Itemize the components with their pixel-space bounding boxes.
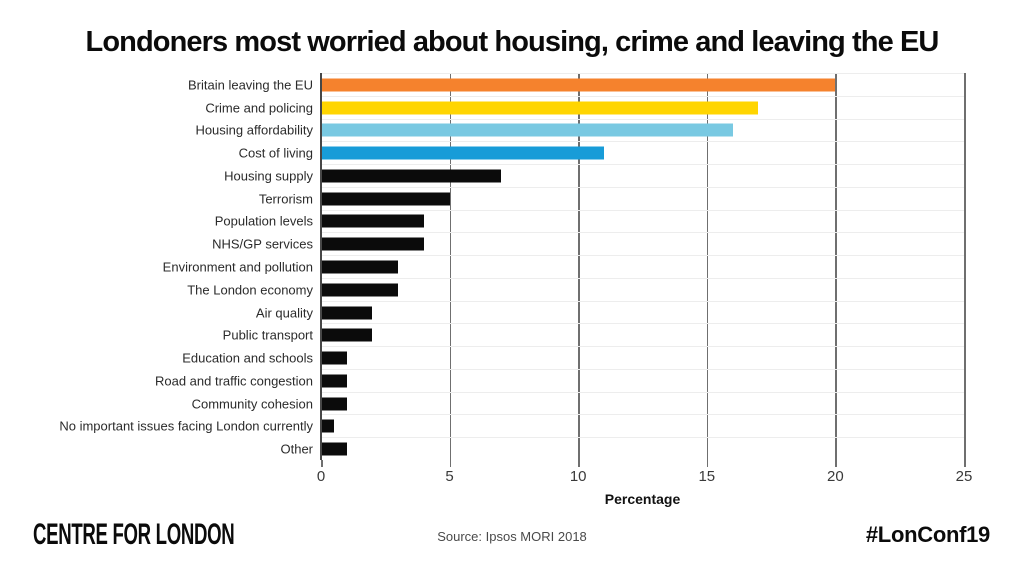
plot-area: Britain leaving the EU Crime and policing… [59, 73, 966, 460]
chart-row: Air quality [256, 300, 964, 324]
bar [321, 78, 836, 92]
hashtag: #LonConf19 [865, 522, 990, 547]
bar [321, 101, 759, 115]
category-label: NHS/GP services [212, 236, 313, 252]
category-label: Education and schools [182, 350, 313, 366]
category-label: No important issues facing London curren… [59, 418, 313, 434]
category-label: Housing supply [224, 168, 313, 184]
gridline-25 [964, 73, 966, 460]
bar [321, 419, 334, 433]
x-tick-label: 15 [698, 468, 716, 485]
bar [321, 260, 399, 274]
x-tick [706, 460, 709, 467]
x-axis-label: Percentage [604, 491, 681, 507]
category-label: Crime and policing [205, 100, 313, 116]
bar [321, 283, 399, 297]
chart-row: Housing affordability [195, 118, 964, 142]
chart-row: Housing supply [224, 164, 964, 187]
chart-row: Road and traffic congestion [155, 368, 964, 392]
category-label: The London economy [187, 282, 313, 298]
chart-row: The London economy [187, 277, 964, 301]
category-label: Britain leaving the EU [187, 77, 313, 93]
gridline-10 [578, 73, 580, 460]
chart-row: Cost of living [239, 141, 964, 164]
category-label: Air quality [255, 305, 313, 321]
y-axis-line [320, 73, 322, 460]
category-label: Cost of living [238, 145, 313, 161]
bar-rows: Britain leaving the EU Crime and policing… [59, 73, 964, 460]
x-tick [578, 460, 580, 467]
bar [321, 351, 347, 365]
x-tick-label: 25 [955, 468, 973, 485]
x-tick-label: 5 [445, 468, 454, 485]
bar [321, 306, 373, 320]
x-tick [964, 460, 966, 467]
category-label: Community cohesion [191, 396, 313, 412]
category-label: Road and traffic congestion [154, 373, 313, 389]
chart-row: Environment and pollution [163, 255, 964, 278]
category-label: Public transport [222, 327, 313, 343]
bar [321, 328, 373, 342]
source-note: Source: Ipsos MORI 2018 [437, 529, 587, 544]
bar [321, 146, 604, 160]
chart-row: Public transport [223, 323, 964, 346]
x-tick [321, 460, 323, 467]
x-tick-label: 20 [827, 468, 844, 485]
bar [321, 397, 347, 411]
bar [321, 192, 450, 206]
chart-row: Terrorism [259, 186, 964, 210]
bar [321, 374, 347, 388]
chart-row: Crime and policing [205, 95, 964, 119]
bar [321, 214, 424, 228]
chart-row: Population levels [215, 209, 964, 233]
gridline-20 [835, 73, 837, 460]
centre-for-london-logo: CENTRE FOR LONDON [33, 518, 235, 551]
chart-title: Londoners most worried about housing, cr… [85, 26, 940, 58]
bar [321, 237, 424, 251]
chart-row: No important issues facing London curren… [59, 414, 964, 437]
bar [321, 442, 347, 456]
chart-row: NHS/GP services [212, 232, 964, 255]
chart-row: Community cohesion [192, 391, 964, 415]
category-label: Housing affordability [195, 122, 313, 138]
category-label: Population levels [214, 213, 313, 229]
x-axis: 0 5 10 15 20 25 [317, 460, 972, 490]
chart-row: Education and schools [182, 346, 964, 369]
x-tick [449, 460, 452, 467]
category-label: Terrorism [258, 191, 313, 207]
x-tick-label: 0 [316, 468, 326, 485]
category-label: Environment and pollution [162, 259, 313, 275]
bar [321, 169, 502, 183]
gridline-15 [706, 73, 709, 460]
x-tick [835, 460, 837, 467]
chart-row: Other [280, 437, 964, 460]
category-label: Other [280, 441, 313, 457]
chart-row: Britain leaving the EU [188, 73, 964, 96]
bar [321, 123, 733, 137]
x-tick-label: 10 [569, 468, 587, 485]
gridline-5 [449, 73, 452, 460]
